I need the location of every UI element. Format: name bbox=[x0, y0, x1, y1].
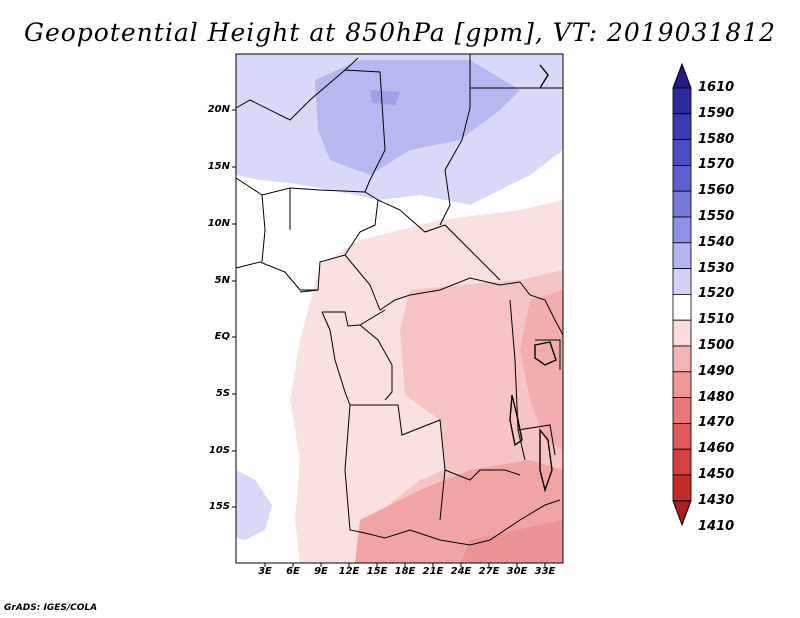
colorbar-swatch bbox=[672, 268, 692, 295]
colorbar-swatch bbox=[672, 242, 692, 270]
colorbar-label: 1470 bbox=[698, 415, 735, 431]
colorbar-label: 1460 bbox=[698, 441, 735, 457]
lon-label-15e: 15E bbox=[366, 566, 388, 577]
lon-label-21e: 21E bbox=[422, 566, 444, 577]
colorbar-label: 1480 bbox=[698, 389, 735, 405]
colorbar-label: 1430 bbox=[698, 492, 735, 508]
colorbar-swatch bbox=[672, 422, 692, 450]
colorbar-swatch bbox=[672, 216, 692, 244]
colorbar-label: 1500 bbox=[698, 338, 735, 353]
map-title: Geopotential Height at 850hPa [gpm], VT:… bbox=[23, 18, 777, 47]
lon-label-18e: 18E bbox=[394, 566, 416, 577]
lon-label-9e: 9E bbox=[314, 566, 328, 577]
colorbar-swatch bbox=[672, 164, 692, 192]
lon-label-27e: 27E bbox=[478, 566, 500, 577]
colorbar-swatch bbox=[672, 397, 692, 424]
colorbar-swatch bbox=[672, 319, 692, 347]
lon-label-33e: 33E bbox=[534, 566, 556, 577]
lon-label-12e: 12E bbox=[338, 566, 360, 577]
colorbar-swatch bbox=[672, 448, 692, 476]
colorbar-label: 1450 bbox=[698, 467, 735, 482]
lat-label-5s: 5S bbox=[215, 388, 230, 399]
colorbar-label: 1530 bbox=[698, 260, 735, 276]
lat-label-15n: 15N bbox=[207, 161, 230, 172]
colorbar-top-arrow bbox=[672, 62, 692, 89]
colorbar-label: 1560 bbox=[698, 183, 735, 199]
country-borders bbox=[235, 54, 564, 546]
lat-label-eq: EQ bbox=[214, 331, 230, 342]
colorbar-label: 1610 bbox=[698, 80, 735, 95]
lon-label-3e: 3E bbox=[258, 566, 272, 577]
colorbar-swatch bbox=[672, 190, 692, 218]
colorbar-swatch bbox=[672, 293, 692, 321]
lakes bbox=[509, 64, 557, 493]
colorbar-label: 1540 bbox=[698, 234, 735, 250]
lon-label-6e: 6E bbox=[286, 566, 300, 577]
lat-label-20n: 20N bbox=[207, 104, 230, 115]
colorbar-label: 1510 bbox=[698, 312, 735, 328]
colorbar-label: 1490 bbox=[698, 363, 735, 379]
lat-label-10n: 10N bbox=[207, 218, 230, 229]
colorbar-bottom-arrow bbox=[672, 500, 692, 527]
lat-label-5n: 5N bbox=[214, 275, 230, 286]
colorbar-swatch bbox=[672, 371, 692, 398]
map-frame bbox=[235, 53, 564, 564]
colorbar-label: 1520 bbox=[698, 286, 735, 302]
colorbar-swatch bbox=[672, 474, 692, 502]
colorbar-swatch bbox=[672, 87, 692, 115]
lon-label-30e: 30E bbox=[506, 566, 528, 577]
colorbar-label: 1410 bbox=[698, 518, 735, 534]
colorbar-label: 1570 bbox=[698, 157, 735, 173]
colorbar-swatch bbox=[672, 139, 692, 166]
colorbar-label: 1580 bbox=[698, 131, 735, 147]
axis-ticks bbox=[232, 109, 546, 567]
colorbar-swatch bbox=[672, 113, 692, 141]
colorbar-label: 1590 bbox=[698, 105, 735, 121]
lon-label-24e: 24E bbox=[450, 566, 472, 577]
height-field bbox=[236, 54, 563, 563]
colorbar bbox=[672, 62, 692, 527]
grads-credit: GrADS: IGES/COLA bbox=[4, 603, 98, 613]
lat-label-10s: 10S bbox=[208, 445, 230, 456]
lat-label-15s: 15S bbox=[208, 501, 230, 512]
colorbar-label: 1550 bbox=[698, 209, 735, 224]
colorbar-swatch bbox=[672, 345, 692, 373]
